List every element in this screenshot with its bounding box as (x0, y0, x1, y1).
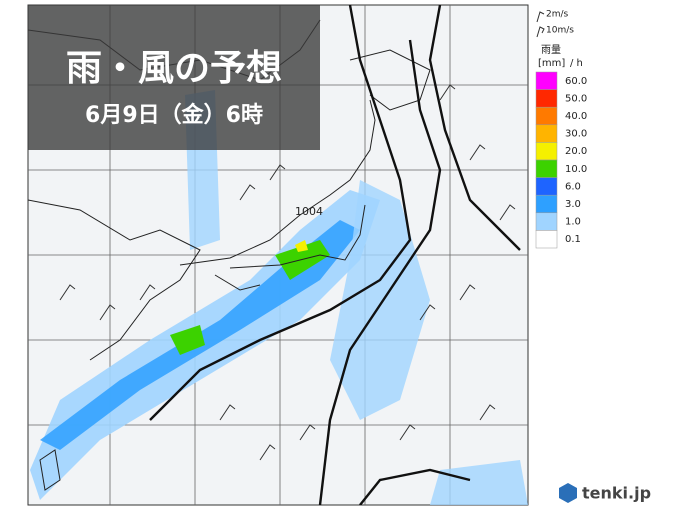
legend-label: 10.0 (565, 164, 587, 175)
legend-label: 20.0 (565, 146, 587, 157)
isobar-label: 1004 (295, 205, 323, 218)
map-body: 1004 (28, 5, 528, 505)
title-panel (28, 5, 320, 150)
legend-swatch (535, 194, 558, 214)
isobars (149, 5, 521, 505)
datetime: 6月9日（金）6時 (85, 102, 263, 128)
title: 雨・風の予想 (66, 48, 282, 89)
legend-swatch (535, 124, 558, 143)
legend-swatch (535, 177, 558, 196)
legend-label: 40.0 (565, 111, 587, 122)
legend-swatch (535, 106, 558, 126)
wind-legend-icon (536, 11, 545, 38)
legend-label: 3.0 (565, 199, 581, 210)
rain-legend-unit: [mm] (538, 58, 565, 69)
rain-legend-title: 雨量 (541, 44, 561, 56)
rain-legend-per: / h (570, 58, 583, 69)
legend-label: 60.0 (565, 76, 587, 87)
legend-swatch (535, 71, 558, 90)
legend-label: 6.0 (565, 181, 581, 192)
legend-swatch (535, 89, 558, 108)
legend-label: 50.0 (565, 93, 587, 104)
legend-swatch (535, 212, 558, 231)
legend-label: 30.0 (565, 129, 587, 140)
legend-label: 1.0 (565, 217, 581, 228)
wind-legend-label: 10m/s (546, 26, 574, 36)
logo-text: tenki.jp (582, 484, 651, 503)
legend-swatch (535, 230, 558, 249)
wind-barbs (59, 84, 516, 461)
legend-swatch (535, 142, 558, 161)
legend-swatch (535, 159, 558, 178)
legend-label: 0.1 (565, 234, 581, 245)
wind-legend-label: 2m/s (546, 10, 569, 20)
logo: tenki.jp (559, 483, 651, 503)
